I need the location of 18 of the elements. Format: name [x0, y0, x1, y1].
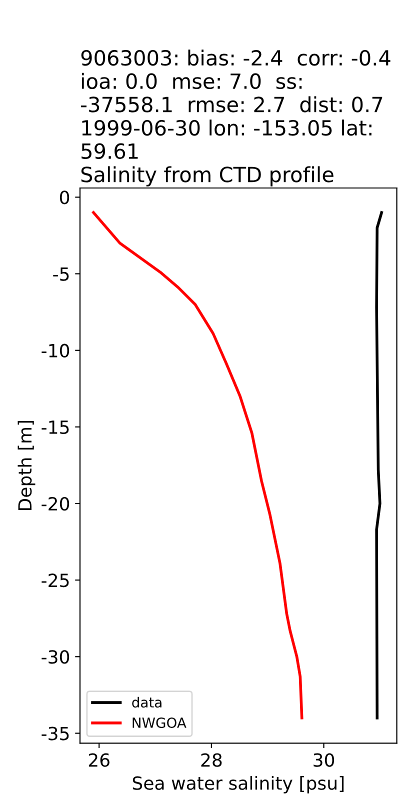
y-tick-label: -15	[42, 420, 69, 434]
line-series	[92, 211, 304, 720]
x-axis-title: Sea water salinity [psu]	[132, 776, 344, 794]
x-tick-label: 26	[88, 753, 110, 767]
chart-title: 9063003: bias: -2.4 corr: -0.4 ioa: 0.0 mse: 7.0 ss: -37558.1 rmse: 2.7 dist: 0.7 1999-06-30 lon: -153.05 lat: 59.61 Salinity from CTD profile	[81, 50, 390, 186]
y-tick-label: -5	[53, 267, 69, 281]
legend-label: data	[132, 696, 162, 708]
y-tick-label: -10	[42, 344, 70, 358]
y-tick-label: -20	[42, 496, 70, 511]
y-tick-label: -25	[42, 574, 69, 588]
y-tick-label: -35	[42, 726, 69, 740]
y-tick-label: -30	[42, 650, 70, 664]
legend-label: NWGOA	[132, 718, 186, 728]
y-tick-label: 0	[60, 190, 70, 204]
x-tick-label: 30	[314, 753, 334, 767]
line-series	[375, 211, 384, 720]
x-tick-label: 28	[201, 753, 222, 767]
y-axis-title: Depth [m]	[18, 420, 36, 510]
